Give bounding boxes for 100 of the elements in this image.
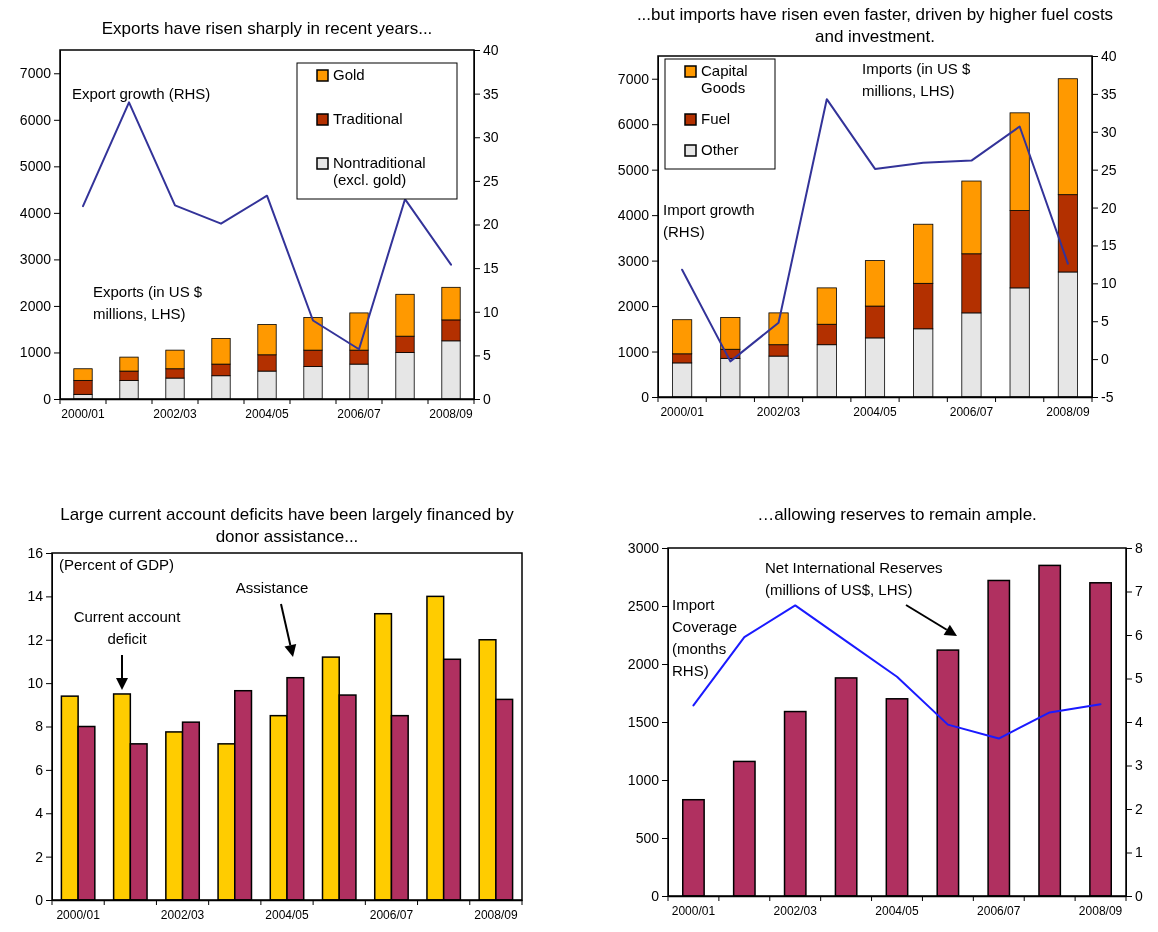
line-series [82,101,452,351]
annotation: Assistance [235,579,309,596]
y2-tick-label: 20 [1101,199,1117,216]
y-tick-label: 0 [35,891,44,908]
y2-tick-label: 0 [483,390,491,407]
y2-tick-label: 30 [483,129,499,146]
y2-tick-label: 35 [483,85,499,102]
y-tick-label: 6 [35,761,44,778]
legend-label: Nontraditional (excl. gold) [333,154,426,188]
y2-tick-label: 40 [483,41,499,58]
x-tick-label: 2008/09 [429,406,474,421]
y2-tick-label: 8 [1135,539,1143,556]
x-tick-label: 2008/09 [1046,404,1090,419]
y-tick-label: 0 [651,887,660,904]
x-tick-label: 2004/05 [875,903,920,918]
y2-tick-label: 10 [1101,275,1117,292]
x-tick-label: 2006/07 [949,404,994,419]
y2-tick-label: 10 [483,303,499,320]
y-tick-label: 2000 [627,655,660,672]
y2-tick-label: 5 [483,347,491,364]
y2-tick-label: 0 [1135,887,1143,904]
legend-label: Capital Goods [701,62,748,96]
x-tick-label: 2000/01 [660,404,705,419]
y-tick-label: 8 [35,718,44,735]
y-tick-label: 0 [641,388,650,405]
x-tick-label: 2004/05 [245,406,290,421]
legend-label: Other [701,141,739,158]
y-tick-label: 2 [35,848,44,865]
y2-tick-label: 30 [1101,123,1117,140]
x-tick-label: 2002/03 [153,406,198,421]
y2-tick-label: 5 [1101,313,1109,330]
y2-tick-label: 0 [1101,351,1109,368]
y2-tick-label: 40 [1101,47,1117,64]
y-tick-label: 7000 [19,65,52,82]
chart-title: ...but imports have risen even faster, driven by higher fuel costs and investment. [636,5,1114,46]
y2-tick-label: -5 [1101,388,1114,405]
y2-tick-label: 6 [1135,626,1143,643]
annotation: Exports (in US $ millions, LHS) [93,283,203,322]
y-tick-label: 4000 [19,204,52,221]
y2-tick-label: 25 [483,172,499,189]
x-tick-label: 2004/05 [853,404,898,419]
y-tick-label: 2500 [627,597,660,614]
y2-tick-label: 15 [483,260,499,277]
y-tick-label: 5000 [19,158,52,175]
y2-tick-label: 2 [1135,800,1143,817]
y2-tick-label: 3 [1135,757,1143,774]
x-tick-label: 2004/05 [265,907,310,922]
chart-title: Large current account deficits have been largely financed by donor assistance... [60,505,515,546]
y-tick-label: 500 [635,829,660,846]
y-tick-label: 1000 [617,343,650,360]
annotation: (Percent of GDP) [59,556,175,573]
x-tick-label: 2006/07 [369,907,414,922]
y-tick-label: 5000 [617,161,650,178]
x-tick-label: 2006/07 [977,903,1021,918]
legend-label: Fuel [701,110,731,127]
y-tick-label: 16 [27,544,44,561]
y2-tick-label: 5 [1135,670,1143,687]
x-tick-label: 2006/07 [337,406,382,421]
y-tick-label: 1000 [627,771,660,788]
x-tick-label: 2002/03 [160,907,205,922]
chart-title: Exports have risen sharply in recent years... [101,19,433,38]
y2-tick-label: 35 [1101,85,1117,102]
y-tick-label: 3000 [19,251,52,268]
annotation: Imports (in US $ millions, LHS) [862,60,972,99]
y2-tick-label: 4 [1135,713,1143,730]
y-tick-label: 2000 [19,297,52,314]
x-tick-label: 2000/01 [61,406,106,421]
x-tick-label: 2000/01 [671,903,716,918]
y-tick-label: 1000 [19,344,52,361]
y2-tick-label: 20 [483,216,499,233]
y2-tick-label: 7 [1135,583,1143,600]
series-label: Import Coverage (months RHS) [672,596,738,679]
y-tick-label: 6000 [19,111,52,128]
y-tick-label: 10 [27,675,44,692]
y-tick-label: 7000 [617,70,650,87]
y-tick-label: 12 [27,631,44,648]
y-tick-label: 4000 [617,207,650,224]
y2-tick-label: 15 [1101,237,1117,254]
y-tick-label: 6000 [617,116,650,133]
x-tick-label: 2000/01 [56,907,101,922]
annotation: Current account deficit [73,608,182,647]
y-tick-label: 14 [27,588,44,605]
y-tick-label: 0 [43,390,52,407]
x-tick-label: 2002/03 [756,404,801,419]
y-tick-label: 3000 [617,252,650,269]
y-tick-label: 2000 [617,298,650,315]
series-label: Export growth (RHS) [72,85,211,102]
y2-tick-label: 1 [1135,844,1143,861]
x-tick-label: 2008/09 [474,907,518,922]
chart-title: …allowing reserves to remain ample. [757,505,1037,524]
y-tick-label: 1500 [627,713,660,730]
y2-tick-label: 25 [1101,161,1117,178]
x-tick-label: 2002/03 [773,903,818,918]
y-tick-label: 3000 [627,539,660,556]
y-tick-label: 4 [35,805,44,822]
x-tick-label: 2008/09 [1078,903,1123,918]
annotation: Net International Reserves (millions of US$, LHS) [765,559,943,598]
text: Import growth (RHS) [663,201,755,240]
legend-label: Traditional [333,110,403,127]
legend-label: Gold [333,66,365,83]
